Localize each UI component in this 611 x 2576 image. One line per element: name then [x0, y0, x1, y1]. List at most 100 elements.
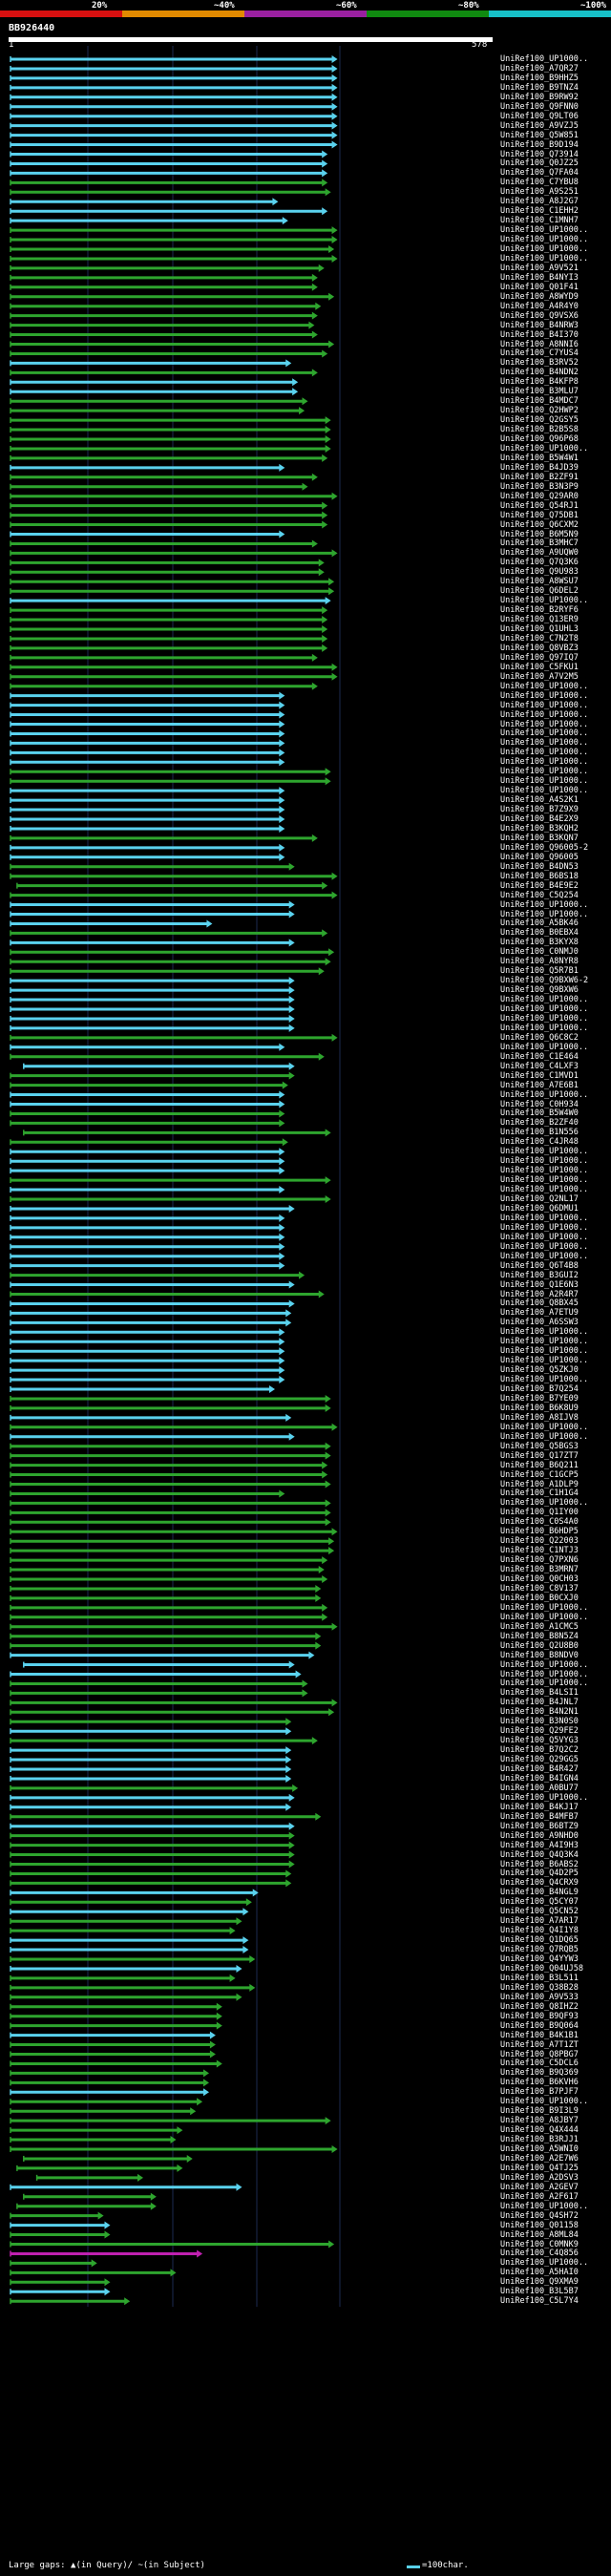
- hit-label[interactable]: UniRef100_Q6DEL2: [500, 586, 579, 597]
- hit-label[interactable]: UniRef100_B4MFB7: [500, 1811, 579, 1822]
- hit-label[interactable]: UniRef100_UP1000..: [500, 1356, 589, 1366]
- hit-label[interactable]: UniRef100_UP1000..: [500, 1175, 589, 1186]
- hit-label[interactable]: UniRef100_A4R4Y0: [500, 301, 579, 311]
- hit-label[interactable]: UniRef100_UP1000..: [500, 253, 589, 264]
- hit-label[interactable]: UniRef100_UP1000..: [500, 738, 589, 749]
- hit-label[interactable]: UniRef100_B4N2N1: [500, 1707, 579, 1718]
- hit-label[interactable]: UniRef100_Q96005-2: [500, 842, 589, 853]
- hit-label[interactable]: UniRef100_B4LSI1: [500, 1688, 579, 1699]
- hit-label[interactable]: UniRef100_C1EHH2: [500, 206, 579, 217]
- hit-label[interactable]: UniRef100_A7AR17: [500, 1916, 579, 1927]
- hit-label[interactable]: UniRef100_Q9BXW6: [500, 985, 579, 996]
- hit-label[interactable]: UniRef100_Q5VYG3: [500, 1736, 579, 1746]
- hit-label[interactable]: UniRef100_B6M5N9: [500, 529, 579, 539]
- hit-label[interactable]: UniRef100_C0H934: [500, 1099, 579, 1109]
- hit-label[interactable]: UniRef100_Q22003: [500, 1536, 579, 1547]
- hit-label[interactable]: UniRef100_Q5W851: [500, 130, 579, 140]
- hit-label[interactable]: UniRef100_Q5BGS3: [500, 1441, 579, 1451]
- hit-label[interactable]: UniRef100_A8WSU7: [500, 577, 579, 587]
- hit-label[interactable]: UniRef100_Q01158: [500, 2220, 579, 2230]
- hit-label[interactable]: UniRef100_UP1000..: [500, 681, 589, 691]
- hit-label[interactable]: UniRef100_C4LXF3: [500, 1061, 579, 1071]
- hit-label[interactable]: UniRef100_A4S2K1: [500, 795, 579, 806]
- hit-label[interactable]: UniRef100_Q1IY00: [500, 1508, 579, 1518]
- hit-label[interactable]: UniRef100_Q17ZT7: [500, 1450, 579, 1461]
- hit-label[interactable]: UniRef100_Q5CN52: [500, 1907, 579, 1917]
- hit-label[interactable]: UniRef100_C5FKU1: [500, 662, 579, 672]
- hit-label[interactable]: UniRef100_UP1000..: [500, 1089, 589, 1100]
- hit-label[interactable]: UniRef100_B5W4W1: [500, 453, 579, 463]
- hit-label[interactable]: UniRef100_Q9LT06: [500, 111, 579, 121]
- hit-label[interactable]: UniRef100_B6ABS2: [500, 1859, 579, 1869]
- hit-label[interactable]: UniRef100_B4E2X9: [500, 814, 579, 824]
- hit-label[interactable]: UniRef100_B9Q369: [500, 2068, 579, 2079]
- hit-label[interactable]: UniRef100_B4JD39: [500, 462, 579, 473]
- hit-label[interactable]: UniRef100_Q6T4B8: [500, 1260, 579, 1271]
- hit-label[interactable]: UniRef100_A8JBY7: [500, 2116, 579, 2126]
- hit-label[interactable]: UniRef100_Q9FNN0: [500, 101, 579, 112]
- hit-label[interactable]: UniRef100_Q38B28: [500, 1982, 579, 1993]
- hit-label[interactable]: UniRef100_Q29FE2: [500, 1726, 579, 1737]
- hit-label[interactable]: UniRef100_B4K1B1: [500, 2030, 579, 2040]
- hit-label[interactable]: UniRef100_B6KVH6: [500, 2078, 579, 2088]
- hit-label[interactable]: UniRef100_B3RV52: [500, 358, 579, 369]
- hit-label[interactable]: UniRef100_Q6DMU1: [500, 1203, 579, 1214]
- hit-label[interactable]: UniRef100_B9I3L9: [500, 2106, 579, 2117]
- hit-label[interactable]: UniRef100_B9QF93: [500, 2011, 579, 2021]
- hit-label[interactable]: UniRef100_B8NDV0: [500, 1650, 579, 1660]
- hit-label[interactable]: UniRef100_B8N5Z4: [500, 1631, 579, 1641]
- hit-label[interactable]: UniRef100_UP1000..: [500, 690, 589, 701]
- hit-label[interactable]: UniRef100_B6BS18: [500, 871, 579, 881]
- hit-label[interactable]: UniRef100_Q9XMA9: [500, 2277, 579, 2288]
- hit-label[interactable]: UniRef100_UP1000..: [500, 1602, 589, 1613]
- hit-label[interactable]: UniRef100_B0EBX4: [500, 928, 579, 939]
- hit-label[interactable]: UniRef100_UP1000..: [500, 700, 589, 710]
- hit-label[interactable]: UniRef100_A2F617: [500, 2191, 579, 2202]
- hit-label[interactable]: UniRef100_Q0CH03: [500, 1574, 579, 1584]
- hit-label[interactable]: UniRef100_Q7FA04: [500, 168, 579, 179]
- hit-label[interactable]: UniRef100_UP1000..: [500, 1612, 589, 1622]
- hit-label[interactable]: UniRef100_Q2NL17: [500, 1194, 579, 1204]
- hit-label[interactable]: UniRef100_A5HAI0: [500, 2268, 579, 2278]
- hit-label[interactable]: UniRef100_UP1000..: [500, 596, 589, 606]
- hit-label[interactable]: UniRef100_A5WNI0: [500, 2144, 579, 2154]
- hit-label[interactable]: UniRef100_A2GEV7: [500, 2182, 579, 2192]
- hit-label[interactable]: UniRef100_UP1000..: [500, 1669, 589, 1679]
- hit-label[interactable]: UniRef100_C1H1G4: [500, 1489, 579, 1499]
- hit-label[interactable]: UniRef100_B4KFP8: [500, 377, 579, 388]
- hit-label[interactable]: UniRef100_UP1000..: [500, 1251, 589, 1261]
- hit-label[interactable]: UniRef100_B3MHC7: [500, 538, 579, 549]
- hit-label[interactable]: UniRef100_Q54RJ1: [500, 500, 579, 511]
- hit-label[interactable]: UniRef100_B4NYI3: [500, 272, 579, 283]
- hit-label[interactable]: UniRef100_B6HDP5: [500, 1527, 579, 1537]
- hit-label[interactable]: UniRef100_C5L7Y4: [500, 2296, 579, 2307]
- hit-label[interactable]: UniRef100_B4KJ17: [500, 1802, 579, 1812]
- hit-label[interactable]: UniRef100_A2R4R7: [500, 1289, 579, 1299]
- hit-label[interactable]: UniRef100_B6BTZ9: [500, 1821, 579, 1831]
- hit-label[interactable]: UniRef100_Q4SH72: [500, 2210, 579, 2221]
- hit-label[interactable]: UniRef100_A8WYD9: [500, 291, 579, 302]
- hit-label[interactable]: UniRef100_UP1000..: [500, 1213, 589, 1223]
- hit-label[interactable]: UniRef100_UP1000..: [500, 995, 589, 1005]
- hit-label[interactable]: UniRef100_A2DSV3: [500, 2172, 579, 2183]
- hit-label[interactable]: UniRef100_UP1000..: [500, 1222, 589, 1233]
- hit-label[interactable]: UniRef100_A8IJV8: [500, 1412, 579, 1423]
- hit-label[interactable]: UniRef100_Q5R7B1: [500, 966, 579, 977]
- hit-label[interactable]: UniRef100_B3N0S0: [500, 1717, 579, 1727]
- hit-label[interactable]: UniRef100_C1NTJ3: [500, 1546, 579, 1556]
- hit-label[interactable]: UniRef100_UP1000..: [500, 1375, 589, 1385]
- hit-label[interactable]: UniRef100_B4MDC7: [500, 396, 579, 407]
- hit-label[interactable]: UniRef100_C1GCP5: [500, 1469, 579, 1480]
- hit-label[interactable]: UniRef100_A5BK46: [500, 918, 579, 929]
- hit-label[interactable]: UniRef100_Q04UJ58: [500, 1963, 583, 1974]
- hit-label[interactable]: UniRef100_B3MRN7: [500, 1565, 579, 1575]
- hit-label[interactable]: UniRef100_C0NMJ0: [500, 947, 579, 958]
- hit-label[interactable]: UniRef100_B2B5S8: [500, 425, 579, 435]
- hit-label[interactable]: UniRef100_Q29AR0: [500, 491, 579, 501]
- hit-label[interactable]: UniRef100_B3GUI2: [500, 1270, 579, 1280]
- hit-label[interactable]: UniRef100_UP1000..: [500, 1346, 589, 1357]
- hit-label[interactable]: UniRef100_Q4D2P5: [500, 1869, 579, 1879]
- hit-label[interactable]: UniRef100_Q8BX45: [500, 1299, 579, 1309]
- hit-label[interactable]: UniRef100_Q4YYW3: [500, 1954, 579, 1964]
- hit-label[interactable]: UniRef100_UP1000..: [500, 1023, 589, 1033]
